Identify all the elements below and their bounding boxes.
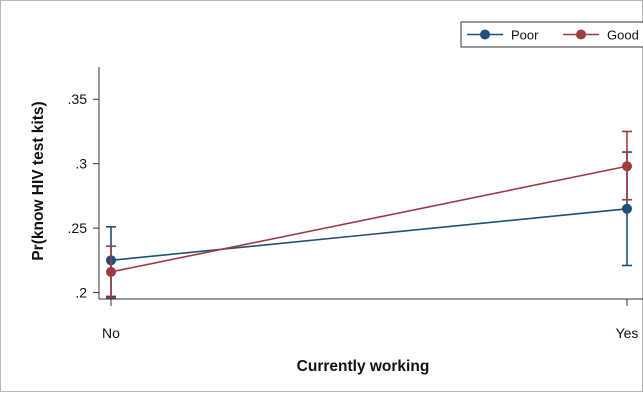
y-tick-label: .35 — [68, 91, 88, 107]
legend-swatch-marker — [480, 29, 490, 40]
legend-swatch-marker — [576, 29, 586, 40]
data-point — [622, 161, 632, 172]
data-point — [622, 203, 632, 214]
legend-box — [460, 21, 643, 48]
x-axis-ticks: No Yes — [102, 299, 638, 341]
data-point — [106, 266, 116, 277]
series-poor — [106, 151, 632, 298]
y-axis-ticks: .2 .25 .3 .35 — [68, 91, 99, 301]
legend: Poor Good — [460, 21, 643, 48]
y-tick-label: .2 — [75, 285, 87, 301]
legend-label: Good — [607, 28, 639, 43]
x-axis-title: Currently working — [297, 358, 430, 375]
legend-label: Poor — [511, 28, 539, 43]
series-line — [110, 165, 628, 273]
y-tick-label: .3 — [75, 156, 87, 172]
x-tick-label: No — [102, 325, 120, 341]
x-tick-label: Yes — [616, 325, 639, 341]
series-good — [106, 130, 632, 299]
series-layer — [106, 130, 632, 299]
y-axis-title: Pr(know HIV test kits) — [30, 101, 47, 260]
y-tick-label: .25 — [68, 220, 88, 236]
series-line — [110, 207, 628, 262]
